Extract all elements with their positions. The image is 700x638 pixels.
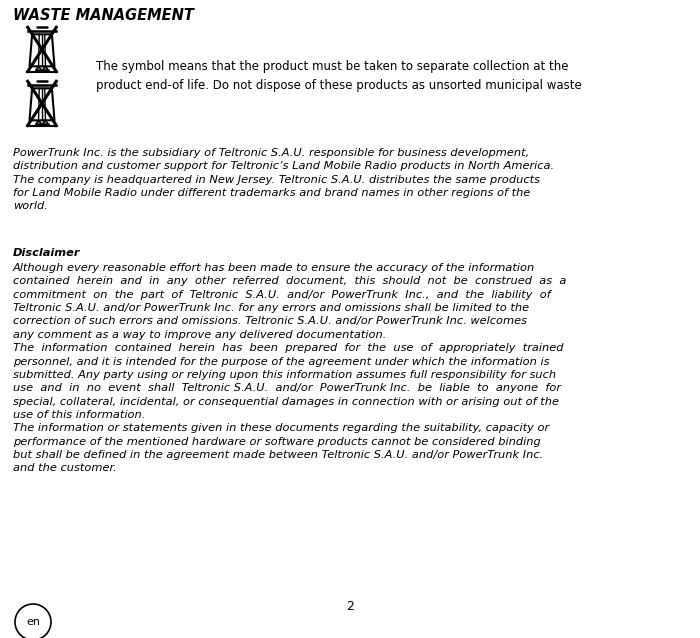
Text: Disclaimer: Disclaimer [13, 248, 80, 258]
Text: WASTE MANAGEMENT: WASTE MANAGEMENT [13, 8, 194, 23]
Text: 2: 2 [346, 600, 354, 613]
Text: Although every reasonable effort has been made to ensure the accuracy of the inf: Although every reasonable effort has bee… [13, 263, 566, 473]
Text: en: en [26, 617, 40, 627]
Text: The symbol means that the product must be taken to separate collection at the
pr: The symbol means that the product must b… [96, 60, 582, 91]
Text: PowerTrunk Inc. is the subsidiary of Teltronic S.A.U. responsible for business d: PowerTrunk Inc. is the subsidiary of Tel… [13, 148, 554, 211]
